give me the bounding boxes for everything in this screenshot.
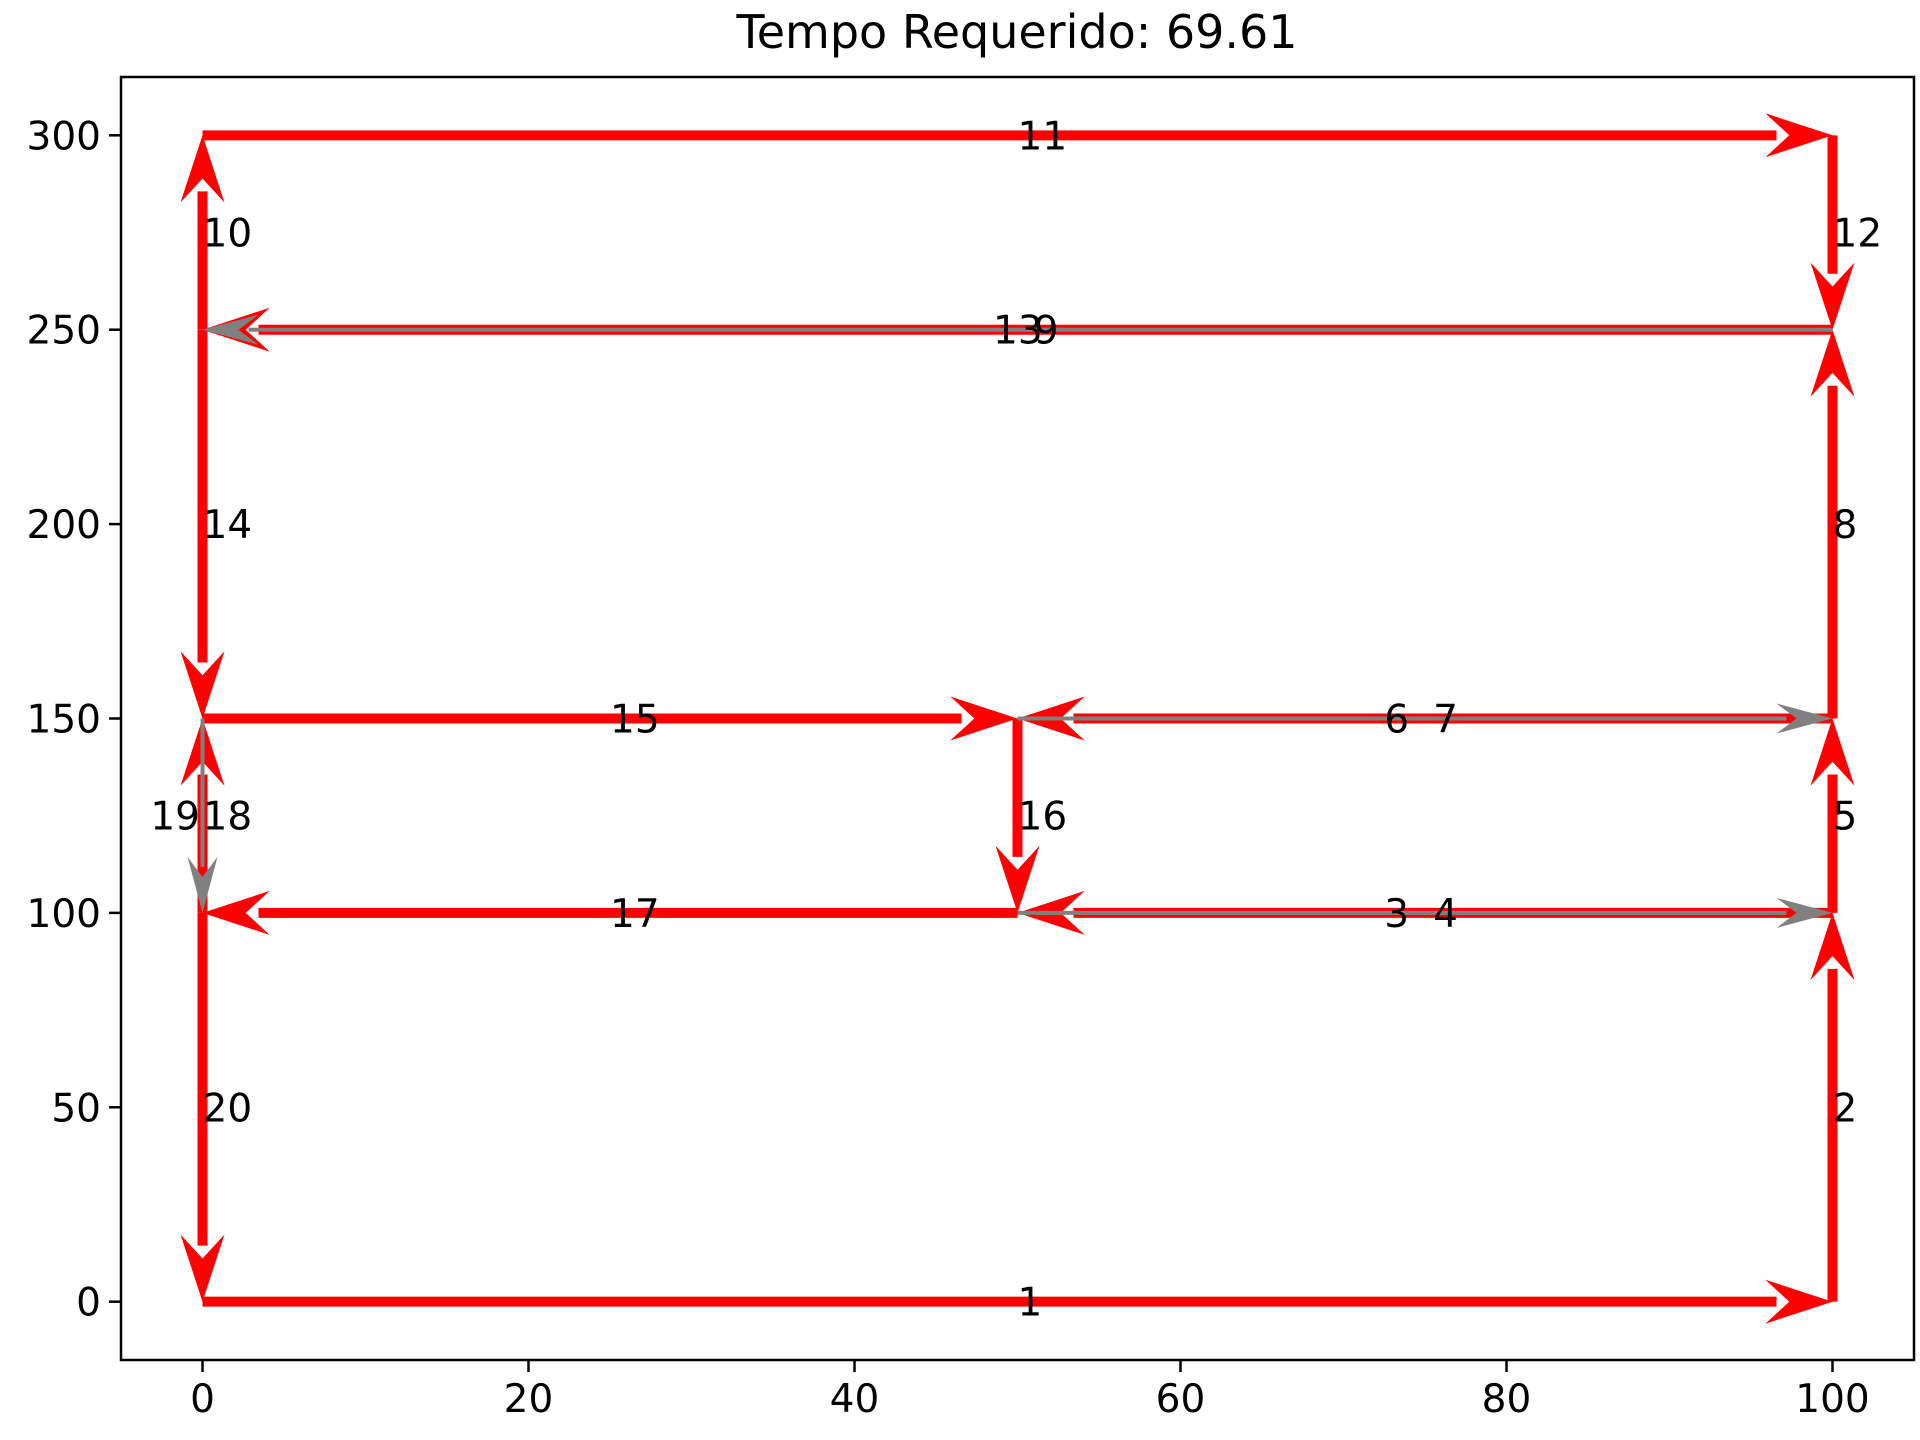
edge-7-head [1776,703,1833,734]
edge-15-head [950,696,1018,741]
edge-17-label: 17 [610,892,660,937]
edge-5-label: 5 [1833,795,1858,840]
edge-4-label: 4 [1433,892,1458,937]
edge-12-label: 12 [1833,212,1883,257]
edge-18-label: 18 [203,795,253,840]
y-tick-label-200: 200 [27,503,101,548]
edge-20-label: 20 [203,1086,253,1131]
edge-6-label: 6 [1384,698,1409,743]
edge-13-head [202,314,259,345]
edge-15-arrow [202,696,1018,741]
x-tick-label-40: 40 [830,1377,880,1422]
edge-8-head [1810,329,1855,397]
edge-10-label: 10 [203,212,253,257]
edge-9-label: 9 [1034,309,1059,354]
y-tick-label-150: 150 [27,698,101,743]
edge-5-arrow [1810,718,1855,913]
edge-10-head [180,135,225,203]
edge-12-head [1810,262,1855,330]
edge-10-arrow [180,135,225,330]
y-tick-label-100: 100 [27,892,101,937]
edge-7-label: 7 [1433,698,1458,743]
x-tick-label-80: 80 [1482,1377,1532,1422]
edge-16-arrow [995,718,1040,913]
edge-11-arrow [202,113,1833,158]
edge-4-head [1776,897,1833,928]
y-tick-label-250: 250 [27,309,101,354]
edge-20-arrow [180,912,225,1302]
edge-16-label: 16 [1018,795,1068,840]
chart-title: Tempo Requerido: 69.61 [735,5,1297,59]
edge-12-arrow [1810,135,1855,330]
edge-13-arrow [202,314,1833,345]
edge-3-label: 3 [1384,892,1409,937]
edge-15-label: 15 [610,698,660,743]
x-tick-label-0: 0 [190,1377,215,1422]
edge-20-head [180,1234,225,1302]
edge-1-arrow [202,1279,1833,1324]
edge-17-arrow [202,890,1018,935]
edge-1-head [1765,1279,1833,1324]
edge-7-arrow [1017,703,1833,734]
edge-14-label: 14 [203,503,253,548]
x-tick-label-60: 60 [1156,1377,1206,1422]
edge-11-label: 11 [1018,114,1068,159]
edge-14-head [180,651,225,719]
edge-8-arrow [1810,329,1855,719]
edge-4-arrow [1017,897,1833,928]
edge-2-arrow [1810,912,1855,1302]
edge-13-label: 13 [993,309,1043,354]
edge-17-head [202,890,270,935]
axis-ticks-layer: 0 20 40 60 80 100 0 50 100 150 200 250 300 [27,114,1870,1422]
edge-11-head [1765,113,1833,158]
edge-14-arrow [180,329,225,719]
edge-2-head [1810,912,1855,981]
y-tick-label-50: 50 [51,1086,101,1131]
y-tick-label-0: 0 [76,1281,101,1326]
y-tick-label-300: 300 [27,114,101,159]
edge-5-head [1810,718,1855,786]
edge-19-arrow [187,718,218,913]
edge-1-label: 1 [1018,1281,1043,1326]
edges-layer [180,113,1855,1324]
x-tick-label-100: 100 [1795,1377,1869,1422]
edge-19-label: 19 [150,795,200,840]
edge-19-head [187,856,218,913]
x-tick-label-20: 20 [504,1377,554,1422]
edge-8-label: 8 [1833,503,1858,548]
edge-2-label: 2 [1833,1086,1858,1131]
edge-16-head [995,845,1040,913]
